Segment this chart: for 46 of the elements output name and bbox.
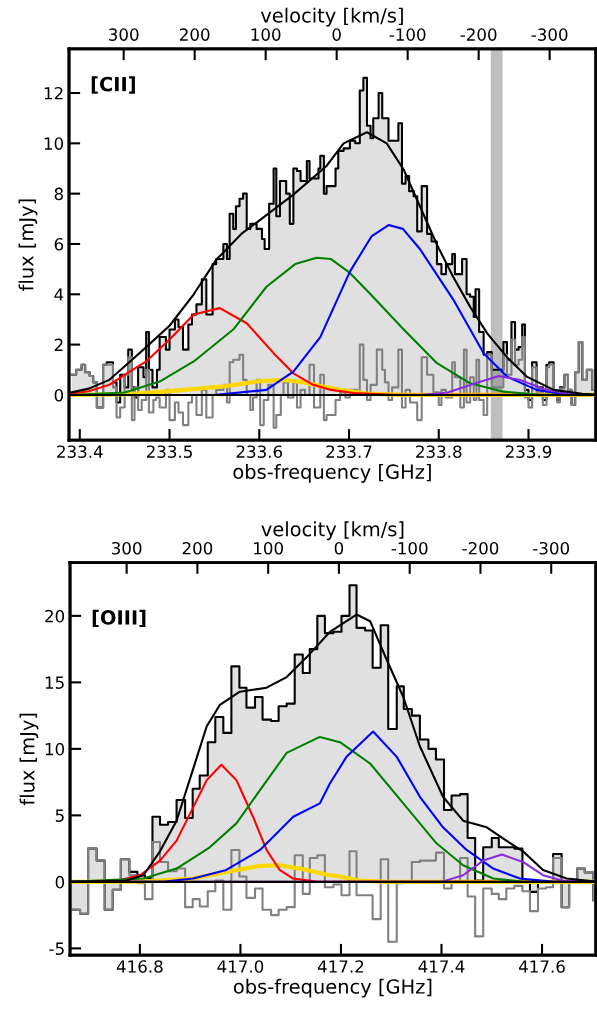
- x-tick-label: 233.7: [326, 445, 372, 458]
- x-tick-label: 233.8: [416, 445, 462, 458]
- x2-tick-label: 200: [179, 28, 210, 41]
- x2-tick-label: 0: [332, 28, 341, 41]
- y-axis-title: flux [mJy]: [18, 199, 38, 291]
- y-tick-label: 10: [45, 742, 65, 756]
- y-tick-label: 10: [44, 137, 64, 150]
- y-axis-title: flux [mJy]: [19, 713, 39, 806]
- annotation: [OIII]: [92, 609, 146, 628]
- x2-tick-label: 300: [109, 28, 139, 41]
- y-tick-label: 5: [55, 809, 64, 822]
- x-tick-label: 233.6: [236, 445, 283, 458]
- x2-tick-label: -100: [391, 541, 428, 555]
- x2-tick-label: 0: [334, 541, 344, 555]
- y-tick-label: 6: [54, 237, 64, 251]
- x2-tick-label: -200: [462, 541, 499, 555]
- y-tick-label: 0: [55, 875, 65, 889]
- x2-tick-label: 200: [182, 541, 213, 555]
- y-tick-label: 12: [44, 86, 63, 100]
- y-tick-label: 8: [54, 187, 64, 201]
- y-tick-label: 0: [54, 388, 64, 402]
- x-axis-title: obs-frequency [GHz]: [233, 978, 432, 998]
- x2-tick-label: 100: [254, 541, 283, 555]
- x-tick-label: 233.9: [505, 445, 552, 458]
- x2-tick-label: 100: [251, 28, 281, 41]
- x-tick-label: 417.6: [518, 960, 565, 973]
- y-tick-label: 4: [54, 288, 64, 301]
- y-tick-label: -5: [49, 942, 64, 955]
- x2-tick-label: 300: [112, 541, 142, 555]
- x2-tick-label: -100: [389, 28, 426, 41]
- x2-tick-label: -300: [531, 28, 568, 41]
- x2-tick-label: -200: [460, 28, 497, 41]
- y-tick-label: 2: [54, 338, 63, 351]
- x2-axis-title: velocity [km/s]: [261, 521, 404, 541]
- x-tick-label: 416.8: [116, 960, 163, 973]
- y-tick-label: 15: [45, 676, 64, 689]
- annotation: [CII]: [91, 76, 135, 94]
- x-tick-label: 417.4: [418, 960, 465, 973]
- x-tick-label: 417.2: [317, 960, 364, 973]
- x2-axis-title: velocity [km/s]: [260, 7, 403, 27]
- x-axis-title: obs-frequency [GHz]: [233, 463, 431, 483]
- y-tick-label: 20: [45, 609, 65, 623]
- x-tick-label: 233.4: [57, 445, 103, 458]
- x-tick-label: 417.0: [217, 960, 264, 973]
- x-tick-label: 233.5: [146, 445, 192, 458]
- x2-tick-label: -300: [533, 541, 570, 555]
